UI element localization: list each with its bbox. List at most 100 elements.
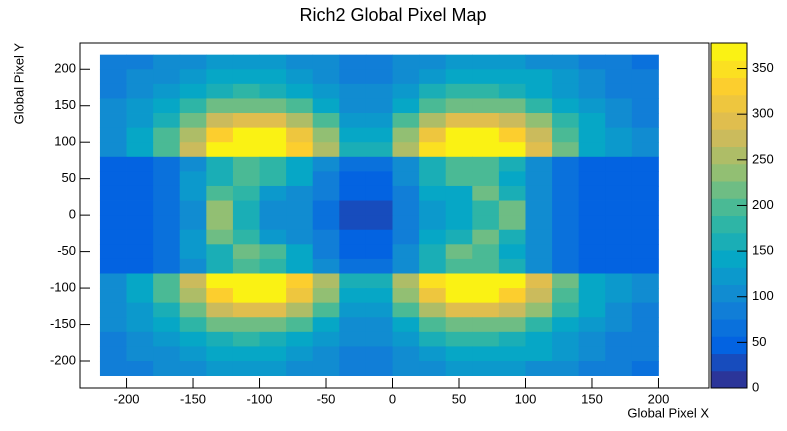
colorbar-band [711, 370, 747, 389]
heat-cell [498, 54, 526, 70]
heat-cell [525, 156, 553, 172]
heat-cell [445, 98, 473, 114]
heat-cell [472, 113, 500, 129]
heat-cell [365, 69, 393, 85]
heat-cell [339, 361, 367, 377]
heat-cell [153, 346, 181, 362]
heat-cell [206, 317, 234, 333]
heat-cell [259, 273, 287, 289]
heat-cell [339, 200, 367, 216]
heat-cell [445, 200, 473, 216]
heat-cell [578, 113, 606, 129]
heat-cell [259, 302, 287, 318]
heat-cell [419, 361, 447, 377]
heat-cell [259, 98, 287, 114]
heat-cell [392, 229, 420, 245]
heat-cell [445, 229, 473, 245]
colorbar-tick-label: 100 [752, 288, 774, 303]
colorbar-tick-label: 150 [752, 243, 774, 258]
heat-cell [206, 113, 234, 129]
heat-cell [419, 302, 447, 318]
heat-cell [153, 302, 181, 318]
heat-cell [578, 229, 606, 245]
heat-cell [578, 54, 606, 70]
heat-cell [179, 113, 207, 129]
heat-cell [126, 215, 154, 231]
heat-cell [286, 69, 314, 85]
heat-cell [232, 346, 260, 362]
heat-cell [179, 200, 207, 216]
heat-cell [498, 346, 526, 362]
heat-cell [99, 69, 127, 85]
heat-cell [179, 346, 207, 362]
heat-cell [259, 258, 287, 274]
heat-cell [605, 244, 633, 260]
heat-cell [259, 331, 287, 347]
heat-cell [578, 127, 606, 143]
heat-cell [339, 273, 367, 289]
heat-cell [605, 229, 633, 245]
heat-cell [259, 69, 287, 85]
x-tick-label: -100 [247, 391, 273, 406]
heat-cell [365, 317, 393, 333]
heat-cell [206, 98, 234, 114]
heat-cell [365, 54, 393, 70]
heat-cell [472, 185, 500, 201]
heat-cell [339, 156, 367, 172]
heat-cell [552, 113, 580, 129]
heat-cell [126, 142, 154, 158]
heat-cell [99, 171, 127, 187]
heat-cell [419, 185, 447, 201]
heat-cell [206, 258, 234, 274]
heat-cell [312, 127, 340, 143]
heat-cell [498, 331, 526, 347]
heat-cell [99, 142, 127, 158]
heat-cell [419, 83, 447, 99]
heat-cell [206, 156, 234, 172]
heat-cell [525, 273, 553, 289]
heat-cell [605, 69, 633, 85]
heat-cell [179, 127, 207, 143]
heat-cell [259, 361, 287, 377]
heat-cell [631, 361, 659, 377]
heat-cell [552, 317, 580, 333]
heat-cell [392, 288, 420, 304]
heat-cell [392, 200, 420, 216]
heat-cell [552, 302, 580, 318]
heat-cell [445, 215, 473, 231]
heat-cell [578, 317, 606, 333]
heat-cell [631, 127, 659, 143]
colorbar-band [711, 353, 747, 372]
heat-cell [419, 346, 447, 362]
heat-cell [179, 273, 207, 289]
heat-cell [365, 215, 393, 231]
heat-cell [232, 156, 260, 172]
heat-cell [365, 171, 393, 187]
heat-cell [206, 54, 234, 70]
heat-cell [578, 156, 606, 172]
heat-cell [525, 83, 553, 99]
colorbar-band [711, 232, 747, 251]
y-tick-label: 100 [54, 134, 76, 149]
heat-cell [99, 185, 127, 201]
colorbar-band [711, 112, 747, 130]
heat-cell [312, 215, 340, 231]
heat-cell [605, 331, 633, 347]
heat-cell [498, 244, 526, 260]
heat-cell [153, 83, 181, 99]
heat-cell [525, 288, 553, 304]
heat-cell [631, 200, 659, 216]
heat-cell [286, 200, 314, 216]
heat-cell [312, 98, 340, 114]
heat-cell [259, 156, 287, 172]
heat-cell [472, 215, 500, 231]
colorbar-band [711, 60, 747, 78]
heat-cell [392, 185, 420, 201]
heat-cell [525, 200, 553, 216]
heat-cell [631, 54, 659, 70]
heat-cell [472, 171, 500, 187]
heat-cell [232, 69, 260, 85]
colorbar-band [711, 94, 747, 113]
heat-cell [498, 302, 526, 318]
heat-cell [445, 346, 473, 362]
